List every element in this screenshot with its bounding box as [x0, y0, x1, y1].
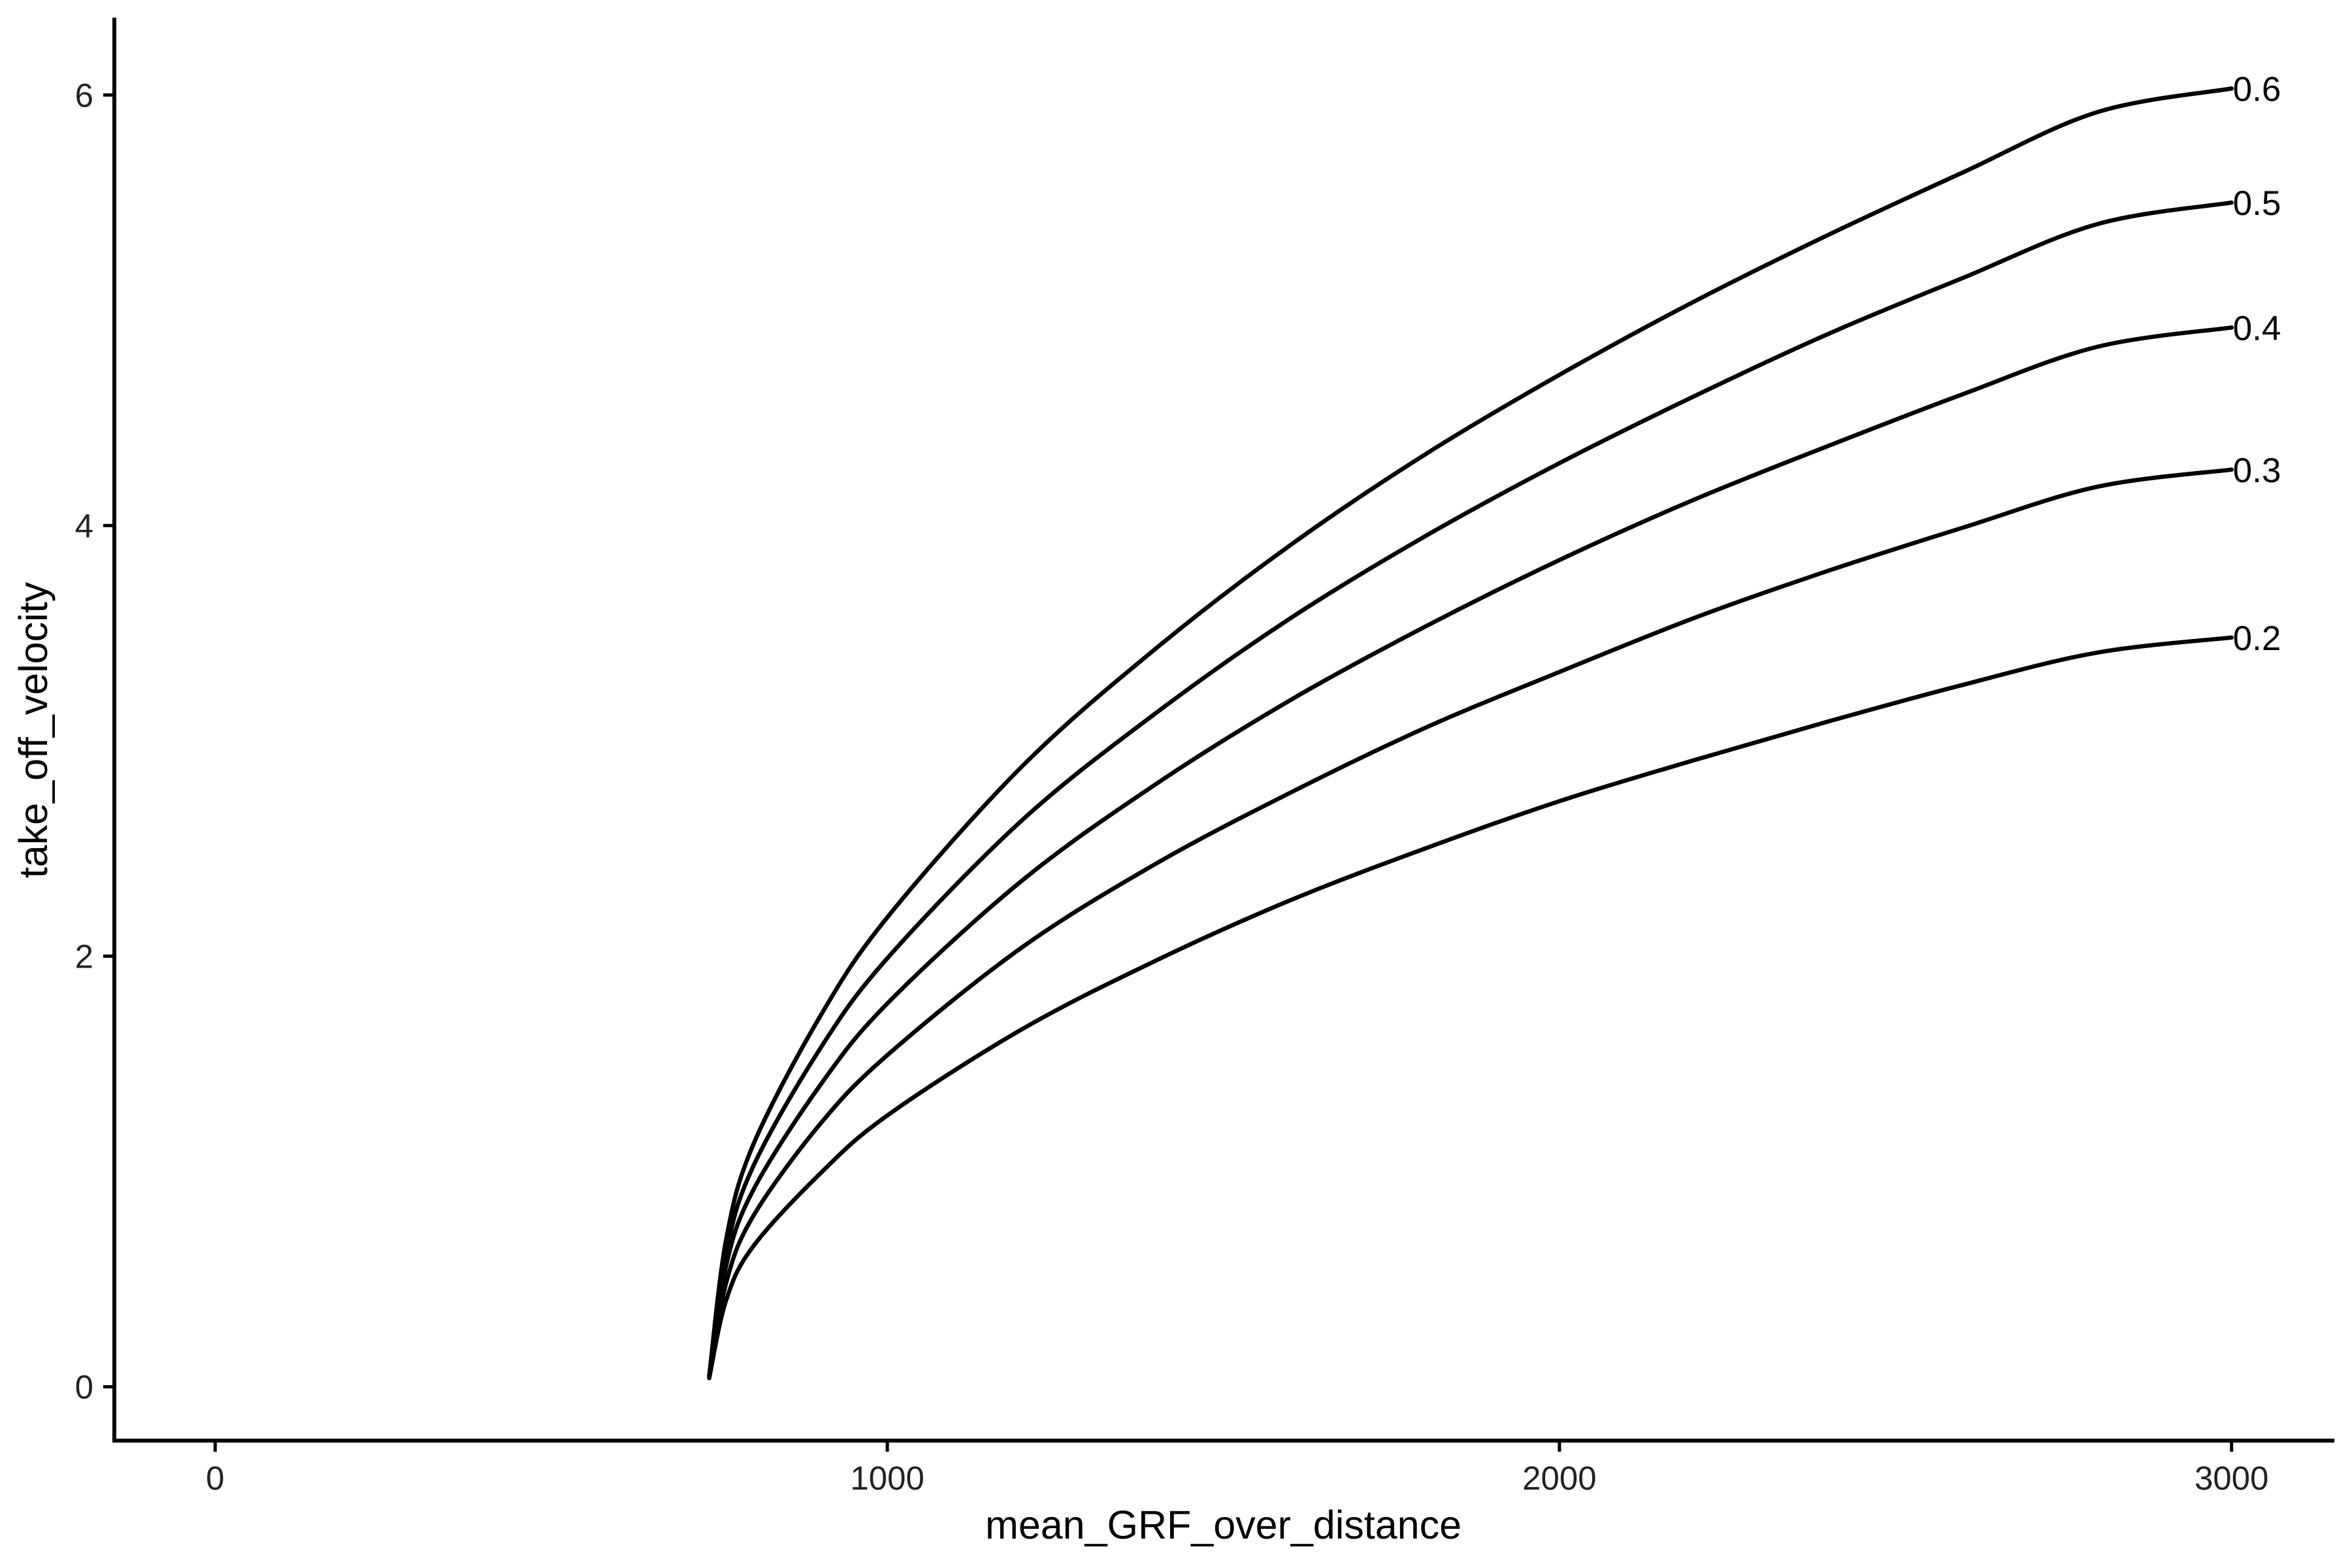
series-label-0.3: 0.3 [2233, 451, 2281, 490]
x-tick-label: 2000 [1522, 1460, 1596, 1497]
y-tick-label: 0 [75, 1369, 93, 1406]
y-tick-label: 6 [75, 76, 93, 114]
x-tick-label: 0 [206, 1460, 224, 1497]
y-axis-title: take_off_velocity [11, 581, 56, 878]
series-line-0.3 [707, 467, 2234, 1379]
x-axis-title: mean_GRF_over_distance [985, 1503, 1462, 1547]
x-axis-ticks: 0 1000 2000 3000 [206, 1441, 2268, 1497]
series-line-0.2 [707, 635, 2234, 1380]
y-tick-label: 4 [75, 507, 93, 544]
x-tick-label: 3000 [2195, 1460, 2268, 1497]
series-labels: 0.2 0.3 0.4 0.5 0.6 [2233, 70, 2281, 657]
series-line-0.4 [707, 325, 2234, 1379]
series-line-0.6 [707, 86, 2234, 1379]
series-line-0.5 [707, 200, 2234, 1379]
series-label-0.4: 0.4 [2233, 309, 2281, 348]
y-axis-ticks: 0 2 4 6 [75, 76, 114, 1406]
x-tick-label: 1000 [850, 1460, 924, 1497]
series-label-0.2: 0.2 [2233, 619, 2281, 658]
series-lines [707, 86, 2234, 1380]
series-label-0.6: 0.6 [2233, 70, 2281, 108]
y-tick-label: 2 [75, 938, 93, 975]
series-label-0.5: 0.5 [2233, 184, 2281, 223]
